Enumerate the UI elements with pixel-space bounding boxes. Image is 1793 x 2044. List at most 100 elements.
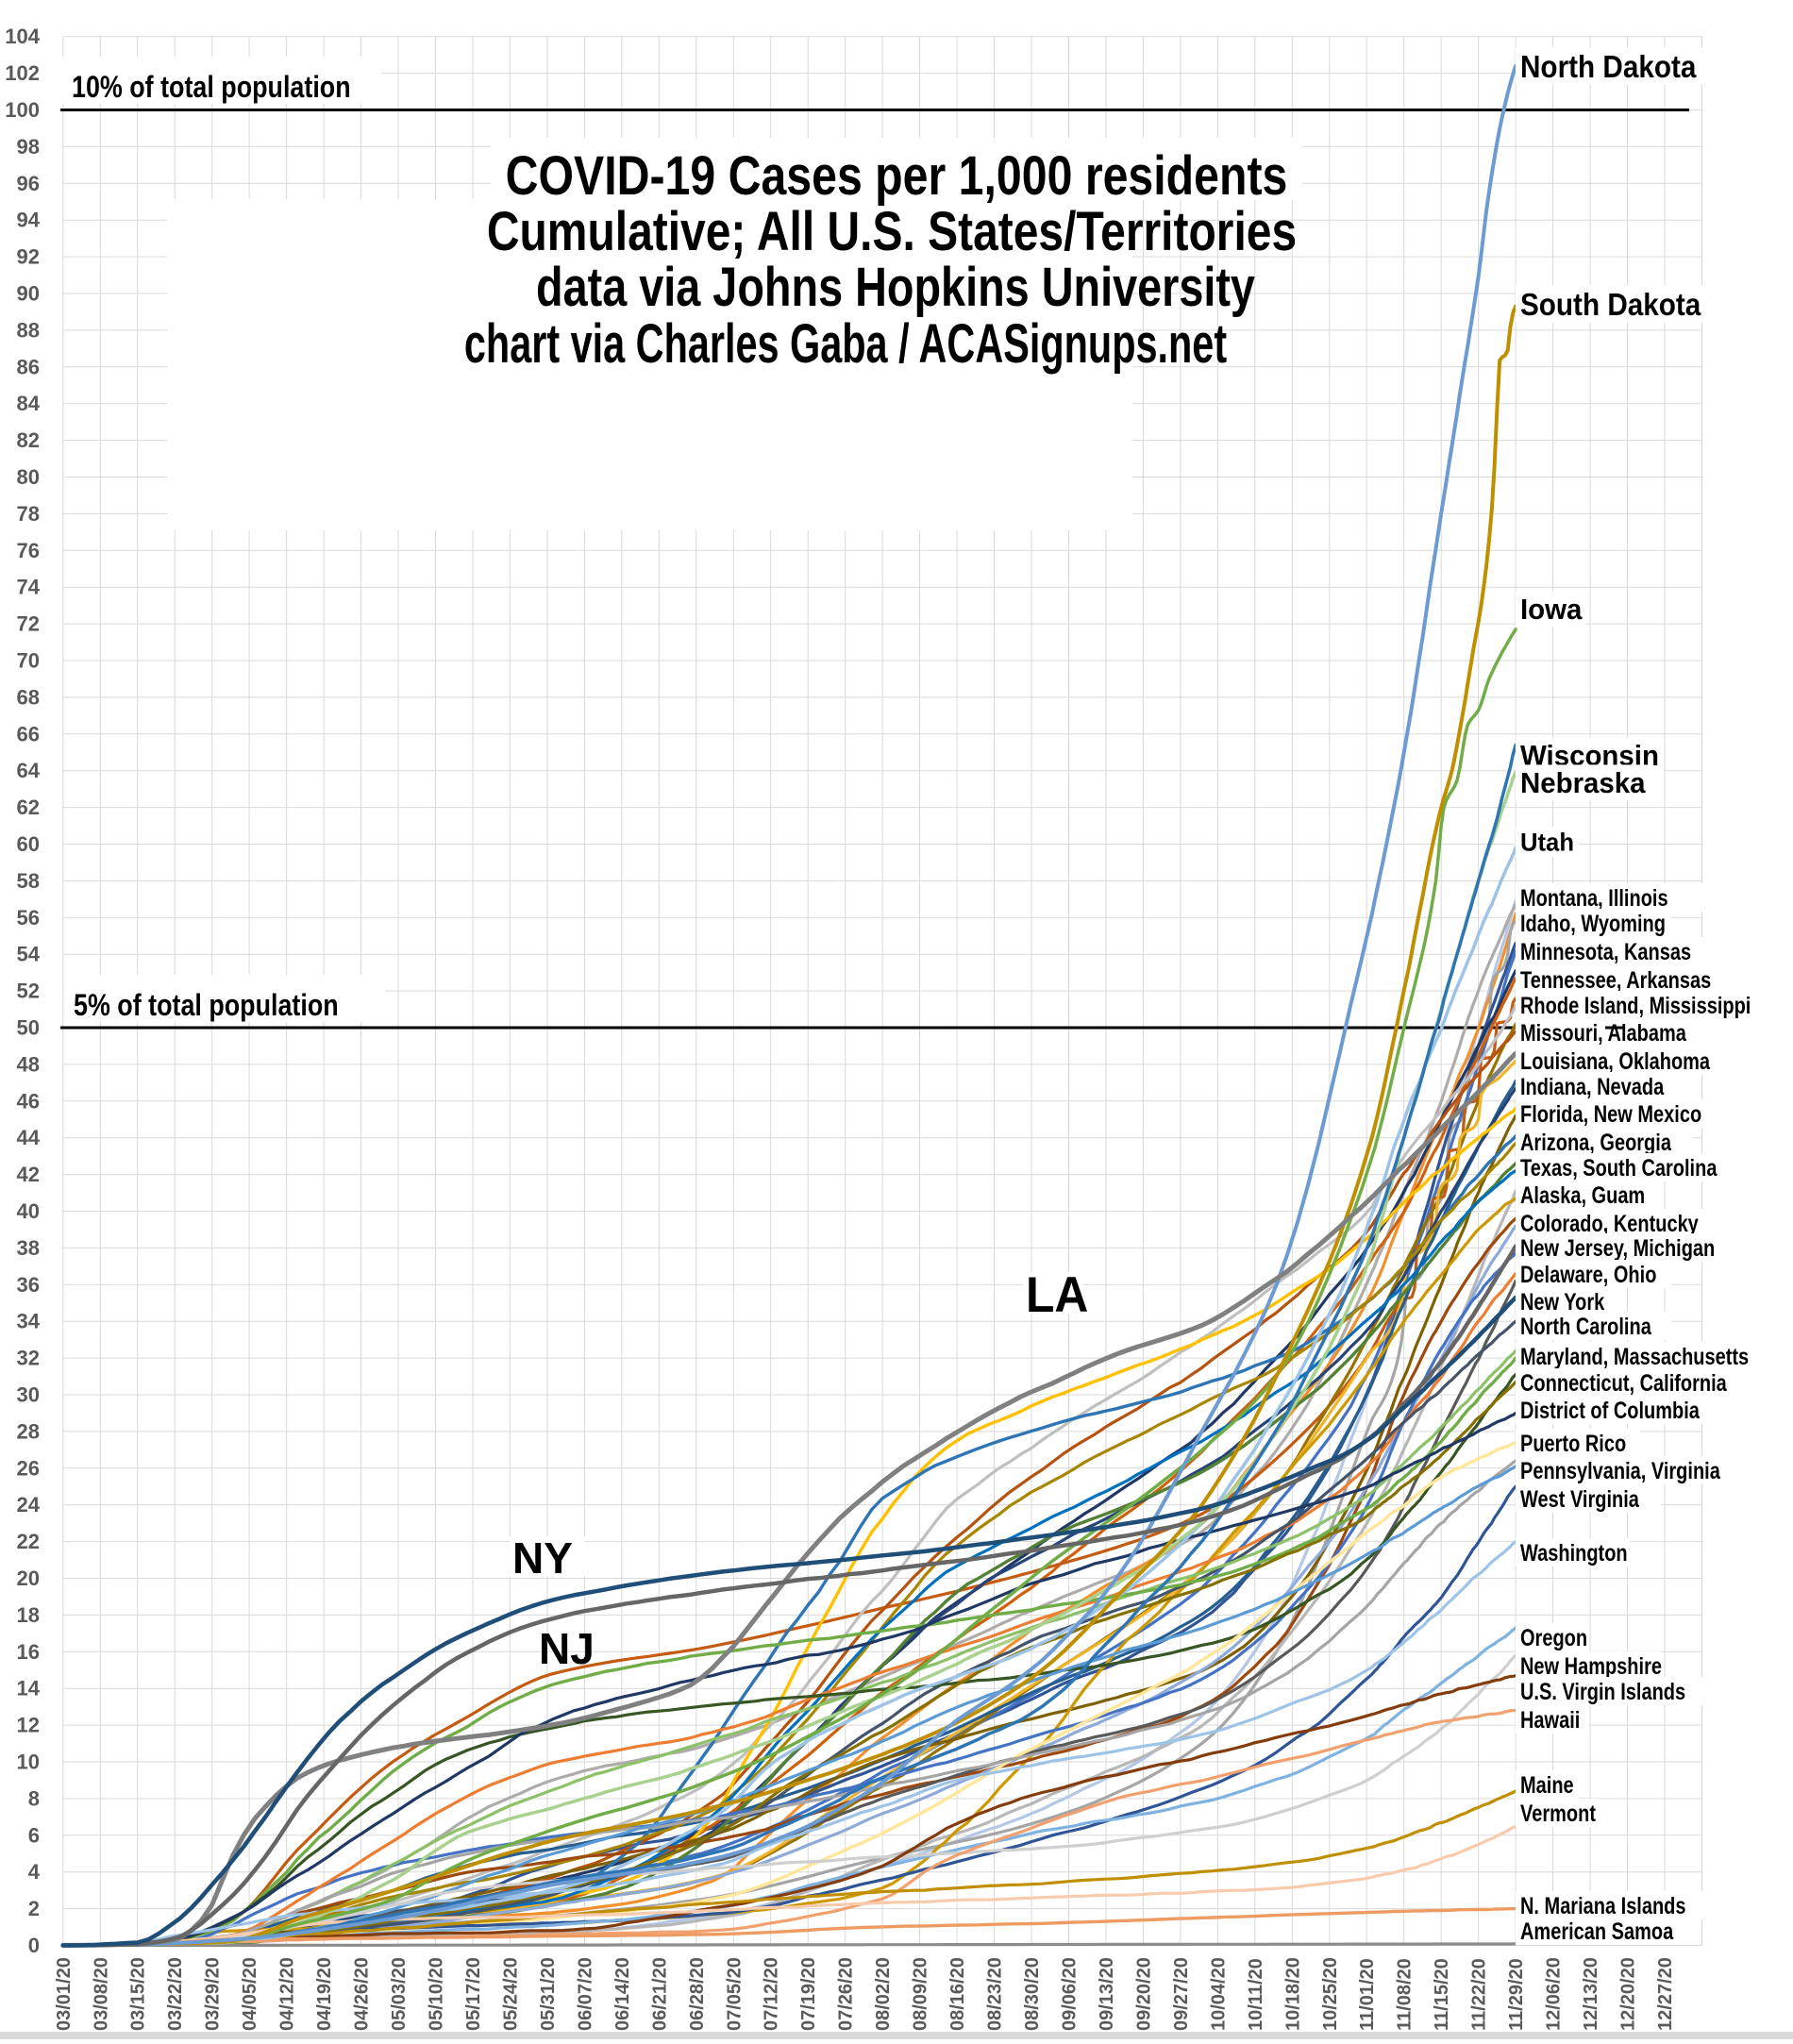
svg-text:92: 92	[17, 245, 40, 269]
svg-text:chart via Charles Gaba / ACASi: chart via Charles Gaba / ACASignups.net	[464, 312, 1227, 375]
svg-text:New Hampshire: New Hampshire	[1520, 1653, 1662, 1680]
svg-text:05/31/20: 05/31/20	[538, 1957, 559, 2031]
svg-text:Delaware, Ohio: Delaware, Ohio	[1520, 1262, 1656, 1288]
svg-text:60: 60	[17, 832, 40, 856]
svg-text:West Virginia: West Virginia	[1520, 1486, 1639, 1513]
svg-text:Hawaii: Hawaii	[1520, 1707, 1580, 1734]
svg-text:N. Mariana Islands: N. Mariana Islands	[1520, 1893, 1686, 1919]
svg-text:08/02/20: 08/02/20	[873, 1957, 894, 2031]
svg-text:11/01/20: 11/01/20	[1357, 1958, 1378, 2031]
svg-text:06/28/20: 06/28/20	[687, 1957, 708, 2031]
svg-text:08/30/20: 08/30/20	[1022, 1957, 1043, 2031]
svg-text:32: 32	[17, 1347, 40, 1370]
svg-text:48: 48	[17, 1052, 40, 1076]
svg-text:Montana, Illinois: Montana, Illinois	[1520, 885, 1668, 912]
svg-text:12/20/20: 12/20/20	[1618, 1957, 1639, 2031]
svg-text:08/23/20: 08/23/20	[985, 1957, 1006, 2031]
svg-text:58: 58	[17, 869, 40, 893]
svg-text:72: 72	[17, 612, 40, 636]
svg-text:03/15/20: 03/15/20	[128, 1957, 149, 2031]
svg-text:04/26/20: 04/26/20	[352, 1957, 373, 2031]
svg-text:Indiana, Nevada: Indiana, Nevada	[1520, 1074, 1665, 1100]
svg-text:Puerto Rico: Puerto Rico	[1520, 1431, 1626, 1457]
svg-text:05/24/20: 05/24/20	[500, 1957, 521, 2031]
svg-text:Arizona, Georgia: Arizona, Georgia	[1520, 1130, 1671, 1156]
svg-text:90: 90	[17, 282, 40, 306]
svg-text:North Carolina: North Carolina	[1520, 1314, 1651, 1340]
svg-text:10/11/20: 10/11/20	[1246, 1958, 1266, 2031]
svg-text:Iowa: Iowa	[1520, 595, 1583, 627]
svg-text:08/09/20: 08/09/20	[911, 1957, 931, 2031]
svg-text:28: 28	[17, 1419, 40, 1443]
svg-text:Nebraska: Nebraska	[1520, 768, 1646, 800]
svg-text:08/16/20: 08/16/20	[947, 1957, 968, 2031]
svg-text:New York: New York	[1520, 1289, 1605, 1315]
svg-text:Texas, South Carolina: Texas, South Carolina	[1520, 1155, 1718, 1181]
svg-text:Vermont: Vermont	[1520, 1801, 1596, 1827]
svg-text:05/10/20: 05/10/20	[427, 1957, 447, 2031]
svg-text:NJ: NJ	[539, 1624, 595, 1673]
svg-text:98: 98	[17, 135, 40, 159]
svg-text:07/12/20: 07/12/20	[762, 1957, 782, 2031]
svg-text:10/25/20: 10/25/20	[1320, 1957, 1341, 2031]
svg-text:Colorado, Kentucky: Colorado, Kentucky	[1520, 1211, 1699, 1237]
svg-text:LA: LA	[1026, 1266, 1088, 1323]
svg-text:84: 84	[17, 392, 41, 415]
svg-text:Minnesota, Kansas: Minnesota, Kansas	[1520, 939, 1691, 965]
svg-text:104: 104	[5, 25, 40, 48]
svg-text:Louisiana, Oklahoma: Louisiana, Oklahoma	[1520, 1048, 1710, 1075]
svg-text:24: 24	[17, 1493, 41, 1516]
svg-text:Cumulative; All U.S. States/Te: Cumulative; All U.S. States/Territories	[487, 202, 1297, 262]
svg-text:06/21/20: 06/21/20	[649, 1957, 670, 2031]
svg-text:Oregon: Oregon	[1520, 1625, 1587, 1651]
svg-text:10/04/20: 10/04/20	[1208, 1957, 1229, 2031]
svg-text:Florida, New Mexico: Florida, New Mexico	[1520, 1101, 1701, 1128]
svg-text:40: 40	[17, 1199, 40, 1223]
svg-text:5% of total population: 5% of total population	[74, 989, 339, 1023]
svg-text:12/06/20: 12/06/20	[1544, 1957, 1565, 2031]
svg-text:American Samoa: American Samoa	[1520, 1918, 1674, 1945]
svg-text:06/07/20: 06/07/20	[575, 1957, 595, 2031]
svg-text:09/27/20: 09/27/20	[1171, 1957, 1192, 2031]
svg-text:12/13/20: 12/13/20	[1581, 1957, 1601, 2031]
svg-text:Alaska, Guam: Alaska, Guam	[1520, 1182, 1645, 1209]
svg-text:COVID-19 Cases per 1,000 resid: COVID-19 Cases per 1,000 residents	[506, 146, 1288, 207]
svg-text:03/01/20: 03/01/20	[54, 1957, 75, 2031]
svg-text:12/27/20: 12/27/20	[1655, 1957, 1676, 2031]
svg-text:68: 68	[17, 685, 40, 709]
svg-text:04/12/20: 04/12/20	[277, 1957, 298, 2031]
svg-text:64: 64	[17, 759, 41, 782]
svg-text:56: 56	[17, 906, 40, 930]
svg-text:34: 34	[17, 1310, 41, 1333]
svg-text:09/06/20: 09/06/20	[1060, 1957, 1081, 2031]
svg-text:03/08/20: 03/08/20	[91, 1957, 111, 2031]
svg-text:38: 38	[17, 1236, 40, 1260]
svg-text:30: 30	[17, 1383, 40, 1407]
svg-text:102: 102	[5, 61, 40, 85]
svg-text:94: 94	[17, 209, 41, 232]
svg-text:District of Columbia: District of Columbia	[1520, 1398, 1700, 1424]
svg-text:Washington: Washington	[1520, 1540, 1628, 1567]
svg-text:36: 36	[17, 1273, 40, 1297]
svg-text:70: 70	[17, 649, 40, 673]
svg-text:74: 74	[17, 576, 41, 599]
svg-text:06/14/20: 06/14/20	[612, 1957, 633, 2031]
svg-text:New Jersey, Michigan: New Jersey, Michigan	[1520, 1235, 1715, 1262]
svg-text:Maine: Maine	[1520, 1772, 1574, 1799]
svg-text:Rhode Island, Mississippi: Rhode Island, Mississippi	[1520, 993, 1751, 1019]
svg-text:11/08/20: 11/08/20	[1395, 1958, 1416, 2031]
svg-text:8: 8	[28, 1786, 40, 1810]
svg-text:6: 6	[28, 1823, 40, 1847]
svg-text:22: 22	[17, 1530, 40, 1553]
svg-text:10: 10	[17, 1751, 40, 1774]
svg-text:11/22/20: 11/22/20	[1469, 1958, 1490, 2031]
svg-text:54: 54	[17, 943, 41, 966]
svg-text:46: 46	[17, 1089, 40, 1113]
svg-text:96: 96	[17, 172, 40, 195]
svg-text:18: 18	[17, 1603, 40, 1627]
svg-text:07/26/20: 07/26/20	[836, 1957, 857, 2031]
svg-text:05/03/20: 05/03/20	[389, 1957, 410, 2031]
svg-text:78: 78	[17, 502, 40, 526]
svg-text:4: 4	[28, 1860, 41, 1884]
svg-text:20: 20	[17, 1567, 40, 1590]
